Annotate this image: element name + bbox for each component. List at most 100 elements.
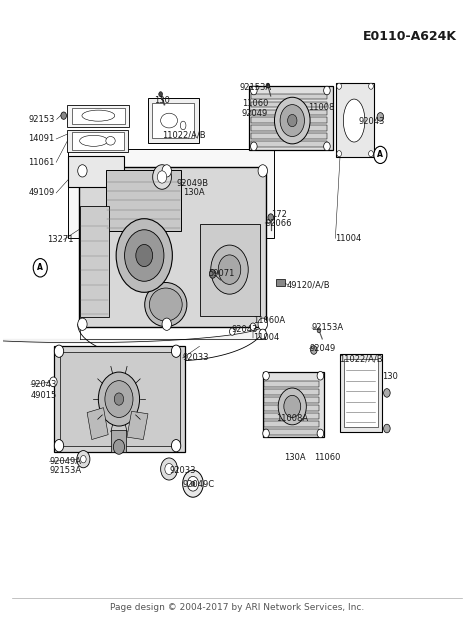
Circle shape xyxy=(259,329,266,339)
Bar xyxy=(106,170,181,231)
Text: 11060: 11060 xyxy=(242,99,268,108)
Text: 49015: 49015 xyxy=(31,391,57,400)
Bar xyxy=(148,98,199,142)
Bar xyxy=(251,102,327,107)
Ellipse shape xyxy=(161,113,177,128)
Circle shape xyxy=(55,439,64,452)
Text: 11022/A/B: 11022/A/B xyxy=(339,354,383,363)
Text: 130A: 130A xyxy=(284,454,305,462)
Circle shape xyxy=(383,424,390,433)
Bar xyxy=(251,93,327,99)
Text: 92153: 92153 xyxy=(28,115,55,124)
Bar xyxy=(251,110,327,115)
Text: 11060A: 11060A xyxy=(253,316,285,325)
Circle shape xyxy=(161,458,177,480)
Bar xyxy=(249,86,333,150)
Circle shape xyxy=(187,477,199,491)
Circle shape xyxy=(172,439,181,452)
Bar xyxy=(251,141,327,147)
Text: 14091: 14091 xyxy=(28,134,55,144)
Bar xyxy=(264,413,319,418)
Text: 130: 130 xyxy=(154,97,170,105)
Polygon shape xyxy=(67,105,129,128)
Ellipse shape xyxy=(180,121,186,130)
Circle shape xyxy=(98,372,139,426)
Bar xyxy=(68,156,124,187)
Circle shape xyxy=(337,83,341,89)
Bar xyxy=(60,352,180,446)
Circle shape xyxy=(210,270,216,278)
Bar xyxy=(251,134,327,139)
Polygon shape xyxy=(127,412,148,439)
Ellipse shape xyxy=(82,110,115,121)
Circle shape xyxy=(159,92,163,97)
Circle shape xyxy=(251,142,257,150)
Circle shape xyxy=(113,439,125,454)
Bar xyxy=(55,346,185,452)
Bar xyxy=(264,429,319,435)
Circle shape xyxy=(310,345,317,354)
Circle shape xyxy=(78,318,87,331)
Text: 11060: 11060 xyxy=(314,454,340,462)
Circle shape xyxy=(125,230,164,281)
Polygon shape xyxy=(87,408,108,439)
Text: 92043: 92043 xyxy=(231,324,258,334)
Bar xyxy=(264,405,319,411)
Circle shape xyxy=(81,456,86,463)
Bar xyxy=(251,126,327,131)
Circle shape xyxy=(324,86,330,95)
Ellipse shape xyxy=(343,99,365,142)
Text: 92033: 92033 xyxy=(170,465,196,475)
Bar xyxy=(264,421,319,426)
Circle shape xyxy=(165,464,173,475)
Bar xyxy=(340,353,382,432)
Circle shape xyxy=(78,165,87,177)
Text: 11008: 11008 xyxy=(308,103,335,111)
Circle shape xyxy=(263,371,269,380)
Circle shape xyxy=(191,481,195,486)
Text: 11008A: 11008A xyxy=(276,414,308,423)
Circle shape xyxy=(136,245,153,267)
Circle shape xyxy=(229,328,235,335)
Text: A: A xyxy=(377,150,383,160)
Circle shape xyxy=(266,83,270,88)
Circle shape xyxy=(374,146,387,163)
Circle shape xyxy=(33,259,47,277)
Circle shape xyxy=(258,165,267,177)
Bar xyxy=(264,381,319,387)
Text: 172: 172 xyxy=(271,210,287,219)
Text: 92153A: 92153A xyxy=(240,83,272,92)
Text: 11022/A/B: 11022/A/B xyxy=(162,131,206,140)
Text: 92049A: 92049A xyxy=(50,457,82,466)
Circle shape xyxy=(284,396,301,417)
Bar xyxy=(264,389,319,395)
Circle shape xyxy=(55,345,64,357)
Circle shape xyxy=(218,255,241,284)
Text: 11004: 11004 xyxy=(336,234,362,243)
Bar xyxy=(264,397,319,403)
Text: 92153A: 92153A xyxy=(50,465,82,475)
Bar xyxy=(80,207,109,317)
Circle shape xyxy=(317,328,321,333)
Bar xyxy=(251,118,327,123)
Circle shape xyxy=(278,388,306,425)
Bar xyxy=(152,103,194,139)
Text: 130: 130 xyxy=(382,373,398,381)
Text: 92043: 92043 xyxy=(359,117,385,126)
Circle shape xyxy=(211,245,248,294)
Text: A: A xyxy=(37,263,43,272)
Text: 130A: 130A xyxy=(183,188,205,197)
Circle shape xyxy=(258,318,267,331)
Polygon shape xyxy=(72,132,124,150)
Text: 92153A: 92153A xyxy=(312,323,344,332)
Text: 59071: 59071 xyxy=(208,269,234,279)
Circle shape xyxy=(268,214,273,221)
Circle shape xyxy=(77,451,90,468)
Circle shape xyxy=(274,97,310,144)
Ellipse shape xyxy=(106,137,115,145)
Text: 92049: 92049 xyxy=(242,109,268,118)
Circle shape xyxy=(250,323,256,331)
Text: Page design © 2004-2017 by ARI Network Services, Inc.: Page design © 2004-2017 by ARI Network S… xyxy=(110,603,364,612)
Circle shape xyxy=(172,345,181,357)
Circle shape xyxy=(317,371,324,380)
